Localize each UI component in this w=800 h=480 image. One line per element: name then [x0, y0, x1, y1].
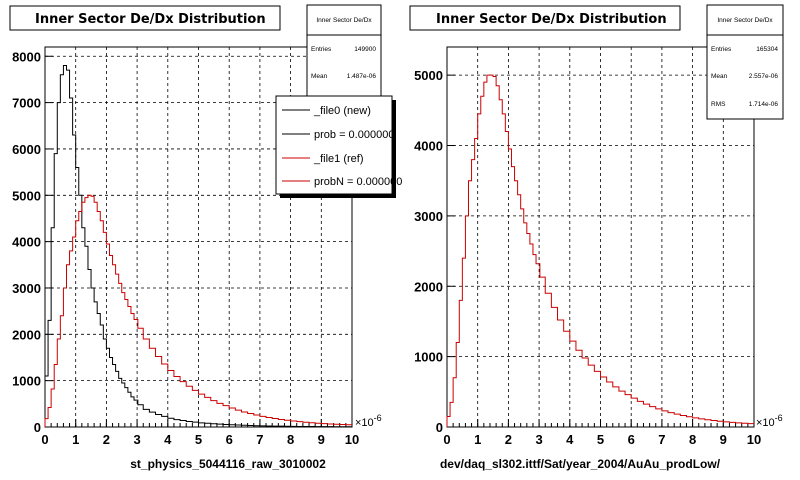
left-y-tick-label: 7000: [12, 96, 41, 111]
left-stats-title: Inner Sector De/Dx: [316, 17, 372, 24]
left-x-tick-label: 8: [287, 432, 294, 447]
right-x-tick-label: 3: [535, 432, 542, 447]
legend-entry-probn: probN = 0.000000: [314, 176, 402, 188]
left-x-tick-label: 9: [318, 432, 325, 447]
right-x-tick-label: 9: [720, 432, 727, 447]
left-y-tick-label: 8000: [12, 49, 41, 64]
left-series-ref-line: [44, 194, 352, 427]
left-x-tick-label: 7: [256, 432, 263, 447]
right-stats-title: Inner Sector De/Dx: [717, 17, 773, 24]
right-title-box: Inner Sector De/Dx Distribution: [409, 5, 681, 31]
right-x-tick-label: 6: [628, 432, 635, 447]
right-x-multiplier: ×10-6: [756, 413, 783, 429]
right-series-line: [446, 74, 754, 427]
right-x-tick-label: 7: [658, 432, 665, 447]
right-stats-box: Inner Sector De/Dx Entries 165304 Mean 2…: [706, 4, 784, 120]
right-stats-mean-value: 2.557e-06: [749, 73, 779, 80]
left-x-tick-label: 5: [195, 432, 202, 447]
right-x-tick-label: 1: [474, 432, 481, 447]
right-stats-rms-value: 1.714e-06: [749, 101, 779, 108]
right-stats-entries-label: Entries: [711, 46, 732, 53]
right-x-tick-label: 4: [566, 432, 574, 447]
right-chart-title: Inner Sector De/Dx Distribution: [436, 12, 667, 27]
left-x-tick-label: 3: [133, 432, 140, 447]
right-y-tick-label: 1000: [414, 350, 443, 365]
left-x-multiplier: ×10-6: [355, 413, 382, 429]
left-chart-panel: Inner Sector De/Dx Distribution 0 1 2 3 4 5 6 7…: [9, 4, 402, 471]
left-x-tick-label: 6: [226, 432, 233, 447]
left-y-tick-label: 4000: [12, 235, 41, 250]
right-y-tick-label: 5000: [414, 68, 443, 83]
right-x-tick-label: 0: [443, 432, 450, 447]
right-x-tick-label: 8: [689, 432, 696, 447]
left-y-tick-label: 5000: [12, 188, 41, 203]
right-axis-ticks: 0 1 2 3 4 5 6 7 8 9 10 0 1000 2000 3000 4000 5000: [414, 68, 761, 447]
left-y-tick-label: 2000: [12, 327, 41, 342]
left-y-tick-label: 3000: [12, 281, 41, 296]
right-stats-mean-label: Mean: [711, 73, 728, 80]
left-x-tick-label: 2: [103, 432, 110, 447]
left-chart-title: Inner Sector De/Dx Distribution: [35, 12, 266, 27]
left-y-tick-label: 1000: [12, 374, 41, 389]
left-stats-mean-label: Mean: [311, 73, 328, 80]
left-y-tick-label: 6000: [12, 142, 41, 157]
legend-entry-prob: prob = 0.000000: [314, 129, 394, 141]
left-y-tick-label: 0: [34, 420, 41, 435]
legend-entry-new: _file0 (new): [313, 105, 371, 117]
right-chart-panel: Inner Sector De/Dx Distribution 0 1 2 3 4 5 6 7…: [409, 4, 784, 471]
right-y-tick-label: 2000: [414, 279, 443, 294]
left-x-tick-label: 1: [72, 432, 79, 447]
right-x-tick-label: 5: [597, 432, 604, 447]
left-stats-entries-value: 149900: [354, 46, 376, 53]
left-x-tick-label: 10: [345, 432, 359, 447]
left-stats-entries-label: Entries: [311, 46, 332, 53]
left-x-tick-label: 0: [41, 432, 48, 447]
right-y-tick-label: 4000: [414, 139, 443, 154]
right-y-tick-label: 3000: [414, 209, 443, 224]
left-series-new-line: [44, 65, 352, 428]
right-y-tick-label: 0: [436, 420, 443, 435]
legend-entry-ref: _file1 (ref): [313, 153, 364, 165]
right-x-tick-label: 2: [505, 432, 512, 447]
right-stats-entries-value: 165304: [756, 46, 778, 53]
left-stats-box: Inner Sector De/Dx Entries 149900 Mean 1…: [306, 4, 382, 100]
left-x-tick-label: 4: [164, 432, 172, 447]
right-x-tick-label: 10: [747, 432, 761, 447]
left-legend: _file0 (new) prob = 0.000000 _file1 (ref…: [275, 95, 402, 198]
left-stats-mean-value: 1.487e-06: [347, 73, 377, 80]
left-x-axis-label: st_physics_5044116_raw_3010002: [130, 457, 326, 471]
right-x-axis-label: dev/daq_sl302.ittf/Sat/year_2004/AuAu_pr…: [440, 457, 721, 471]
left-title-box: Inner Sector De/Dx Distribution: [9, 5, 281, 31]
right-stats-rms-label: RMS: [711, 101, 726, 108]
left-axis-ticks: 0 1 2 3 4 5 6 7 8 9 10 0 1000 2000 3000 4000 5000 6000 700…: [12, 49, 359, 447]
